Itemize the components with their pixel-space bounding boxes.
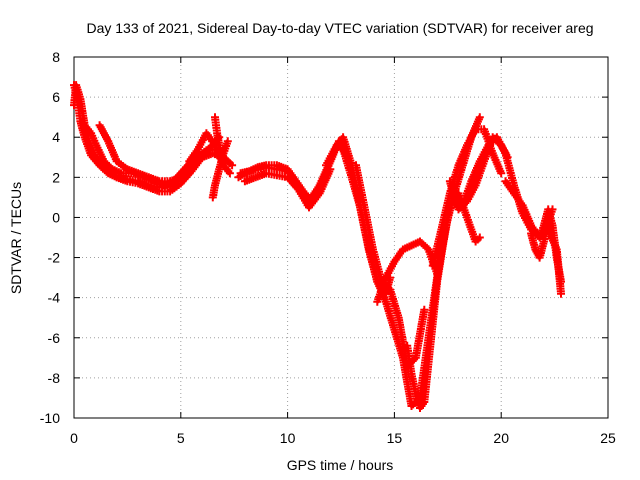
series-markers [428, 125, 506, 270]
y-tick-label: -2 [48, 250, 61, 266]
x-tick-label: 25 [600, 430, 616, 446]
y-tick-labels: -10 -8 -6 -4 -2 0 2 4 6 8 [40, 49, 60, 426]
series-markers [240, 165, 335, 212]
series-arc-15 [428, 125, 506, 270]
series-arc-19 [527, 205, 557, 262]
grid-lines [74, 57, 608, 418]
series-markers [95, 121, 194, 186]
series-arc-4 [95, 121, 194, 186]
y-tick-label: -6 [48, 330, 61, 346]
y-tick-label: 0 [52, 209, 60, 225]
series-markers [80, 127, 224, 196]
x-tick-label: 20 [493, 430, 509, 446]
x-tick-label: 10 [280, 430, 296, 446]
y-axis-title: SDTVAR / TECUs [8, 182, 24, 294]
y-tick-label: -8 [48, 370, 61, 386]
x-axis-title: GPS time / hours [287, 457, 394, 473]
y-tick-label: 4 [52, 129, 60, 145]
y-tick-label: -10 [40, 410, 60, 426]
y-tick-label: 6 [52, 89, 60, 105]
plot-frame [73, 56, 609, 419]
x-tick-label: 5 [177, 430, 185, 446]
x-tick-label: 0 [70, 430, 78, 446]
y-tick-label: 2 [52, 169, 60, 185]
x-tick-labels: 0 5 10 15 20 25 [70, 430, 616, 446]
series-markers [527, 205, 557, 262]
series-arc-10 [240, 165, 335, 212]
series-arc-18 [501, 177, 565, 286]
series-arc-7 [211, 113, 237, 170]
series-markers [211, 113, 237, 170]
chart-title: Day 133 of 2021, Sidereal Day-to-day VTE… [86, 20, 593, 36]
y-tick-label: 8 [52, 49, 60, 65]
x-tick-label: 15 [387, 430, 403, 446]
series-arc-3 [80, 127, 224, 196]
series-markers [501, 177, 565, 286]
axis-ticks [73, 56, 609, 419]
data-points [70, 81, 565, 412]
y-tick-label: -4 [48, 290, 61, 306]
